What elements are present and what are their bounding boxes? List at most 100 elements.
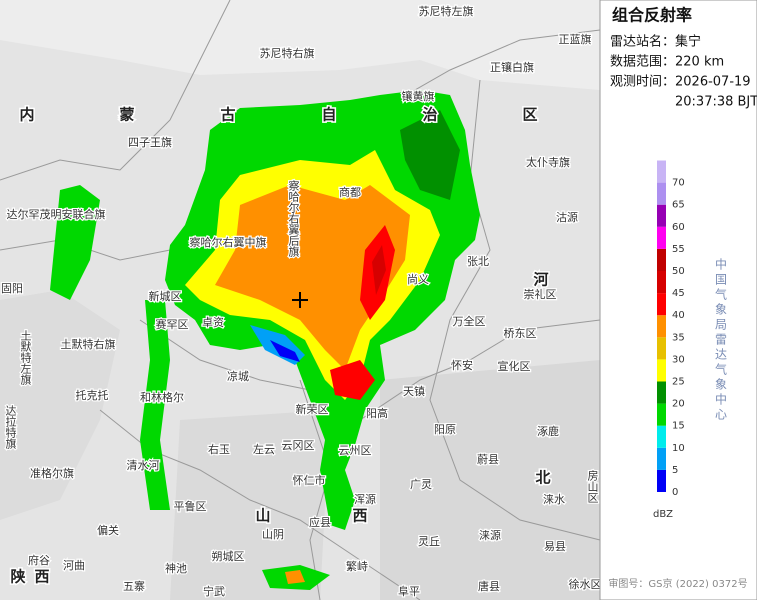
- place-label: 苏尼特左旗: [419, 4, 474, 18]
- legend-swatch: [657, 204, 666, 227]
- place-label: 四子王旗: [128, 135, 172, 149]
- place-label: 苏尼特右旗: [260, 46, 315, 60]
- place-label: 唐县: [478, 579, 500, 593]
- place-label: 阳原: [434, 423, 456, 436]
- review-number: 审图号：GS京 (2022) 0372号: [608, 577, 747, 590]
- place-label: 怀仁市: [293, 473, 326, 487]
- legend-swatch: [657, 337, 666, 360]
- legend-swatch: [657, 248, 666, 271]
- time-line2: 20:37:38 BJT: [675, 95, 757, 110]
- place-label: 朔城区: [212, 550, 245, 563]
- place-label: 天镇: [403, 384, 425, 398]
- legend-tick-label: 5: [672, 465, 678, 476]
- field-value: 集宁: [675, 34, 701, 50]
- region-label: 内: [19, 106, 34, 124]
- legend-swatch: [657, 447, 666, 470]
- place-label: 阳高: [366, 406, 388, 420]
- place-label: 桥东区: [504, 327, 537, 340]
- place-label: 神池: [165, 561, 187, 575]
- place-label: 土默特左旗: [19, 330, 32, 386]
- place-label: 易县: [544, 540, 566, 553]
- region-label: 山: [255, 507, 270, 525]
- place-label: 赛罕区: [156, 317, 189, 331]
- legend-swatch: [657, 226, 666, 249]
- place-label: 房山区: [586, 470, 599, 503]
- legend-swatch: [657, 182, 666, 205]
- legend-tick-label: 10: [672, 443, 685, 454]
- place-label: 宣化区: [498, 359, 531, 373]
- region-label: 西: [352, 507, 367, 525]
- place-label: 徐水区: [569, 577, 602, 591]
- legend-tick-label: 70: [672, 178, 685, 189]
- legend-tick-label: 25: [672, 377, 685, 388]
- place-label: 宁武: [203, 584, 225, 598]
- terrain: [380, 360, 600, 600]
- legend-swatch: [657, 359, 666, 382]
- place-label: 万全区: [453, 314, 486, 328]
- legend-tick-label: 50: [672, 266, 685, 277]
- region-label: 北: [535, 469, 550, 487]
- legend-swatch: [657, 425, 666, 448]
- legend-tick-label: 20: [672, 399, 685, 410]
- place-label: 土默特右旗: [61, 337, 116, 351]
- place-label: 涞水: [543, 493, 565, 506]
- legend-tick-label: 30: [672, 354, 685, 365]
- legend-tick-label: 65: [672, 200, 685, 211]
- place-label: 怀安: [451, 358, 473, 372]
- legend-unit: dBZ: [653, 509, 673, 520]
- field-label: 数据范围：: [610, 55, 675, 70]
- place-label: 云冈区: [282, 439, 315, 452]
- region-label: 蒙: [119, 106, 134, 124]
- region-label: 治: [422, 106, 437, 124]
- station-marker: [292, 292, 308, 308]
- place-label: 察哈尔右翼后旗: [287, 179, 300, 258]
- legend-tick-label: 60: [672, 222, 685, 233]
- place-label: 河曲: [63, 559, 85, 572]
- place-label: 和林格尔: [140, 390, 184, 404]
- legend-swatch: [657, 315, 666, 338]
- place-label: 达尔罕茂明安联合旗: [7, 207, 106, 221]
- place-label: 崇礼区: [524, 287, 557, 301]
- place-label: 阜平: [398, 585, 420, 598]
- field-label: 雷达站名：: [610, 34, 675, 50]
- place-label: 右玉: [208, 442, 230, 456]
- legend-swatch: [657, 293, 666, 316]
- place-label: 灵丘: [418, 535, 440, 548]
- region-label: 自: [321, 106, 336, 124]
- panel-title: 组合反射率: [612, 6, 692, 25]
- place-label: 达拉特旗: [4, 405, 17, 450]
- place-label: 涞源: [479, 528, 501, 542]
- place-label: 正蓝旗: [559, 32, 592, 46]
- region-label: 陕: [10, 568, 25, 586]
- legend-swatch: [657, 403, 666, 426]
- field-label: 观测时间：: [610, 75, 675, 90]
- place-label: 固阳: [1, 282, 23, 295]
- region-label: 西: [34, 568, 49, 586]
- region-label: 区: [522, 106, 537, 124]
- place-label: 偏关: [97, 523, 119, 537]
- map-labels: 内蒙古自治区河北山 西陕 西苏尼特左旗正蓝旗苏尼特右旗正镶白旗镶黄旗四子王旗太仆寺旗…: [0, 3, 722, 600]
- place-label: 新荣区: [296, 402, 329, 416]
- field-value: 2026-07-19: [675, 75, 751, 90]
- place-label: 凉城: [227, 369, 249, 383]
- place-label: 涿鹿: [537, 424, 559, 438]
- place-label: 察哈尔右翼中旗: [190, 235, 267, 249]
- place-label: 商都: [339, 185, 361, 199]
- credit: 中国气象局雷达气象中心: [714, 257, 728, 423]
- place-label: 繁峙: [346, 559, 368, 573]
- place-label: 张北: [467, 255, 489, 268]
- legend-tick-label: 45: [672, 288, 685, 299]
- place-label: 广灵: [410, 478, 432, 491]
- legend-swatch: [657, 381, 666, 404]
- legend-swatch: [657, 160, 666, 183]
- legend-tick-label: 55: [672, 244, 685, 255]
- place-label: 应县: [309, 515, 331, 529]
- place-label: 太仆寺旗: [526, 155, 570, 169]
- place-label: 五寨: [123, 579, 145, 593]
- place-label: 山阴: [262, 528, 284, 541]
- place-label: 沽源: [556, 210, 578, 224]
- place-label: 托克托: [76, 388, 109, 402]
- legend-swatch: [657, 271, 666, 294]
- place-label: 浑源: [354, 492, 376, 506]
